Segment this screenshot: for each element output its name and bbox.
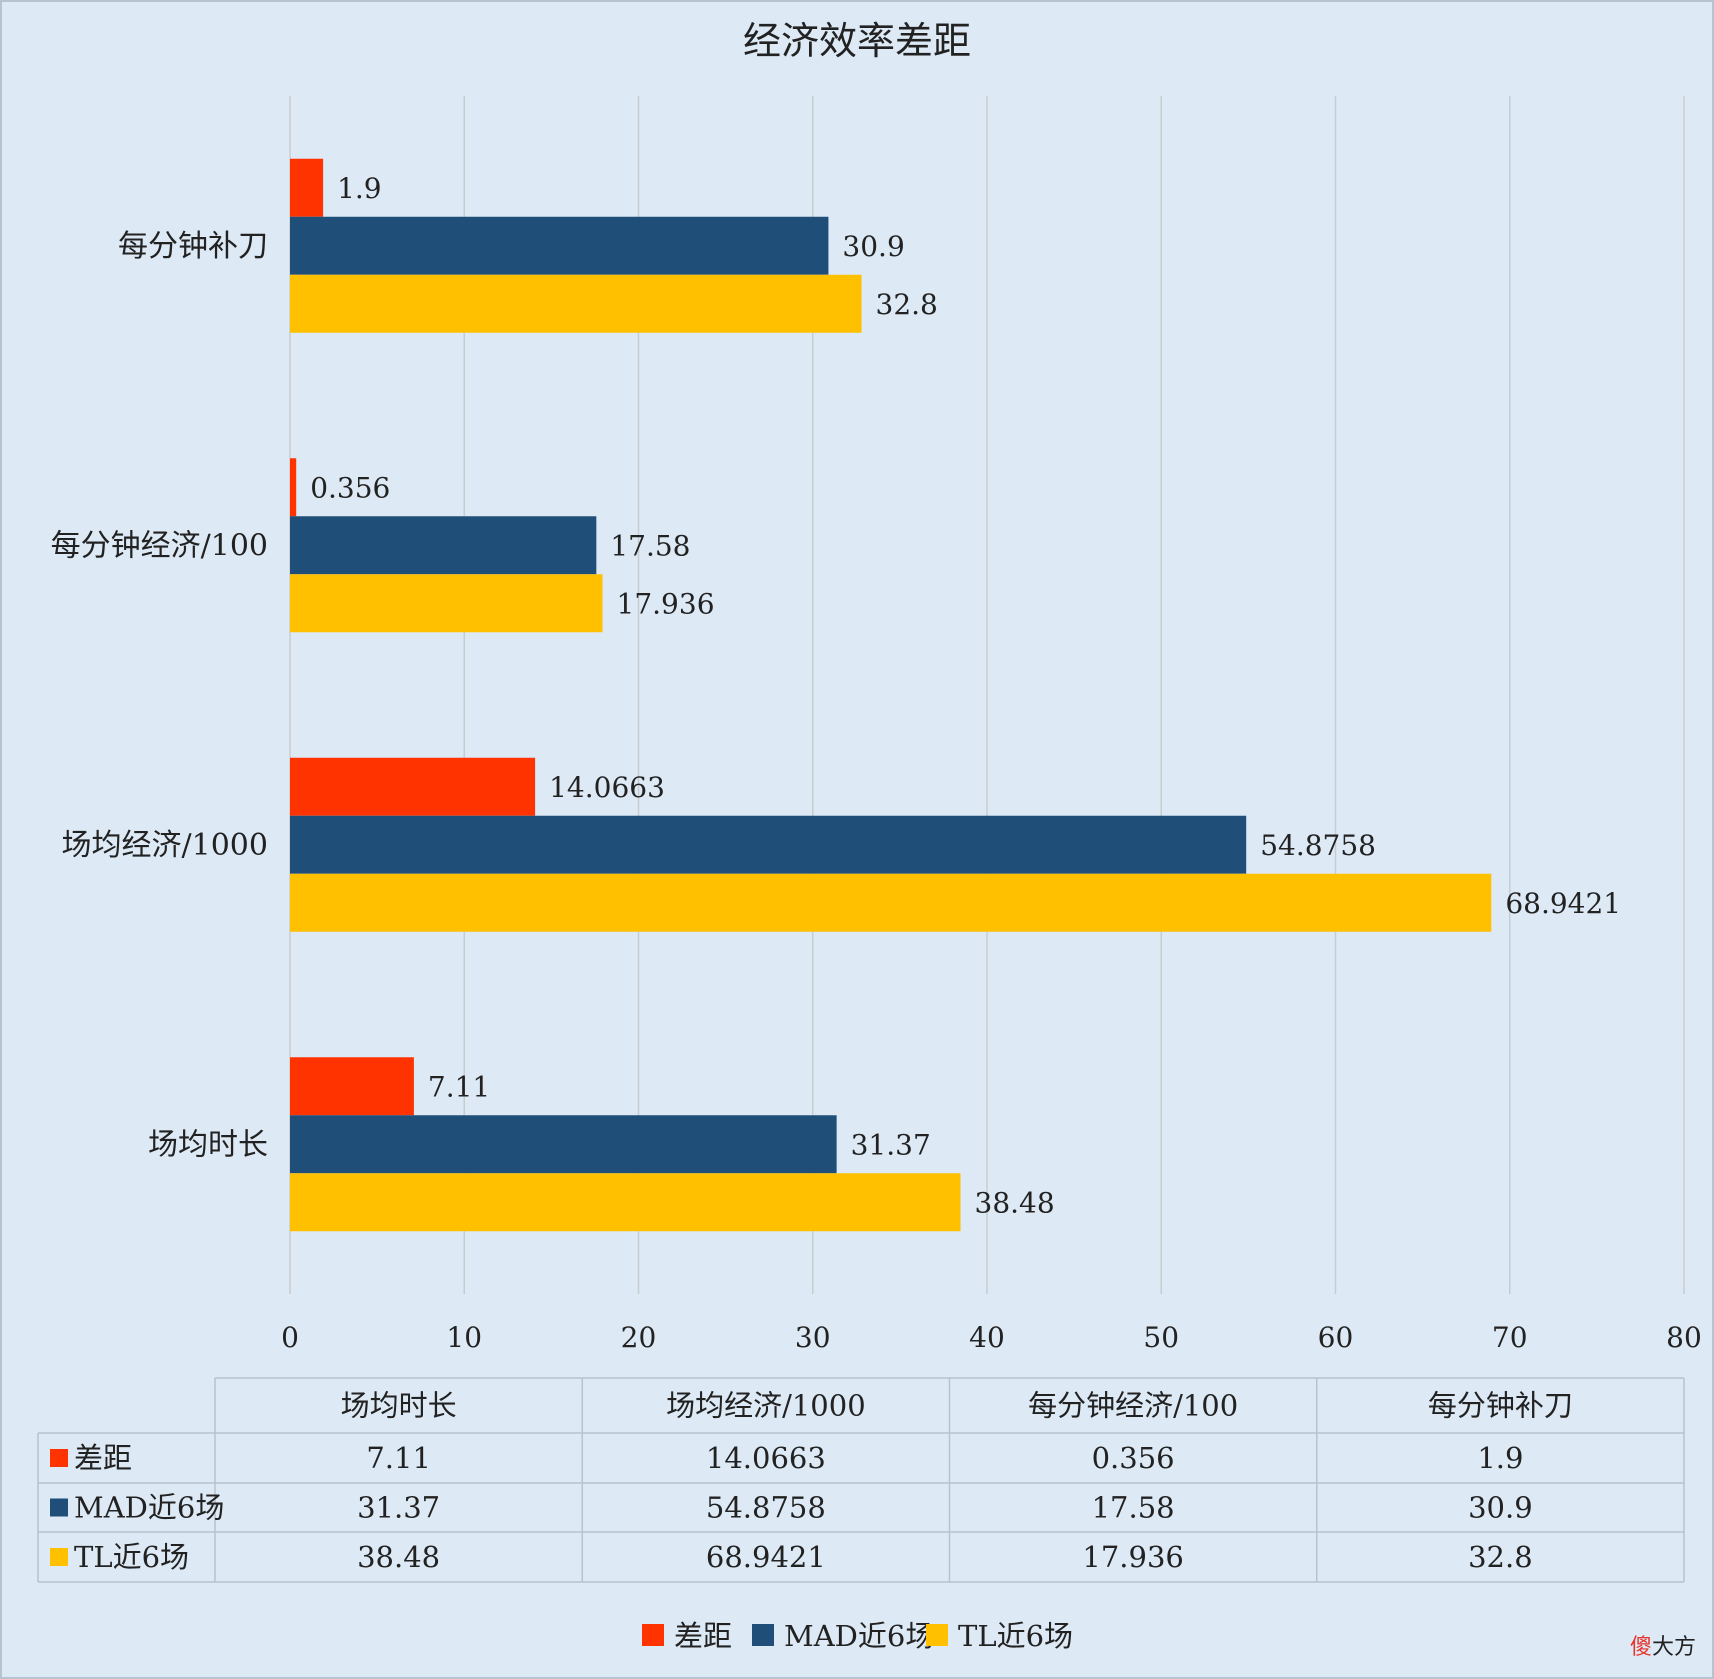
data-label: 38.48 xyxy=(975,1186,1055,1219)
bar xyxy=(290,815,1247,874)
data-label: 32.8 xyxy=(876,288,938,321)
tick-label: 80 xyxy=(1666,1321,1702,1354)
table-cell: 31.37 xyxy=(357,1491,440,1525)
data-label: 7.11 xyxy=(428,1070,490,1103)
category-label: 每分钟经济/100 xyxy=(51,528,268,563)
data-label: 68.9421 xyxy=(1505,887,1621,920)
table-legend-key xyxy=(50,1449,68,1467)
bar xyxy=(290,274,862,333)
data-label: 54.8758 xyxy=(1260,829,1376,862)
data-label: 14.0663 xyxy=(549,771,665,804)
data-label: 17.936 xyxy=(617,587,715,620)
bar xyxy=(290,216,829,275)
legend-swatch xyxy=(642,1624,664,1646)
tick-label: 10 xyxy=(446,1321,482,1354)
value-axis: 0 10 20 30 40 50 60 70 80 xyxy=(281,1321,1702,1354)
legend-swatch xyxy=(752,1624,774,1646)
tick-label: 60 xyxy=(1318,1321,1354,1354)
table-row-label: TL近6场 xyxy=(74,1540,189,1574)
table-header-cell: 每分钟补刀 xyxy=(1428,1389,1573,1423)
table-header-cell: 场均经济/1000 xyxy=(666,1389,866,1423)
tick-label: 70 xyxy=(1492,1321,1528,1354)
bar xyxy=(290,1115,837,1174)
tick-label: 40 xyxy=(969,1321,1005,1354)
data-label: 17.58 xyxy=(610,529,690,562)
category-label: 场均时长 xyxy=(148,1127,268,1162)
table-cell: 14.0663 xyxy=(706,1441,826,1475)
bar xyxy=(290,873,1492,932)
chart-title: 经济效率差距 xyxy=(743,19,971,63)
table-legend-key xyxy=(50,1498,68,1517)
bar xyxy=(290,1173,961,1232)
data-labels: 1.9 30.9 32.8 0.356 17.58 17.936 14.0663 54.875… xyxy=(310,172,1621,1220)
data-label: 31.37 xyxy=(851,1128,931,1161)
table-header-cell: 每分钟经济/100 xyxy=(1028,1389,1238,1423)
bars xyxy=(290,158,1492,1232)
legend-swatch xyxy=(926,1624,948,1646)
data-label: 30.9 xyxy=(842,230,904,263)
table-cell: 0.356 xyxy=(1092,1441,1175,1475)
table-cell: 7.11 xyxy=(366,1441,431,1475)
category-label: 每分钟补刀 xyxy=(118,229,268,264)
tick-label: 30 xyxy=(795,1321,831,1354)
table-cell: 68.9421 xyxy=(706,1540,826,1574)
bar xyxy=(290,574,603,633)
table-cell: 17.58 xyxy=(1092,1491,1175,1525)
tick-label: 20 xyxy=(621,1321,657,1354)
table-cell: 32.8 xyxy=(1468,1540,1533,1574)
tick-label: 0 xyxy=(281,1321,299,1354)
bar xyxy=(290,158,324,217)
watermark: 傻大方 xyxy=(1630,1635,1696,1660)
tick-label: 50 xyxy=(1143,1321,1179,1354)
table-cell: 1.9 xyxy=(1477,1441,1523,1475)
category-label: 场均经济/1000 xyxy=(62,828,268,863)
legend-label: MAD近6场 xyxy=(784,1619,934,1653)
table-row-label: 差距 xyxy=(74,1441,132,1475)
legend-label: 差距 xyxy=(674,1619,732,1653)
table-cell: 54.8758 xyxy=(706,1491,826,1525)
bar xyxy=(290,516,597,575)
table-row-label: MAD近6场 xyxy=(74,1491,224,1525)
data-label: 0.356 xyxy=(310,471,390,504)
bar xyxy=(290,458,297,517)
data-label: 1.9 xyxy=(337,172,382,205)
table-header-cell: 场均时长 xyxy=(341,1389,457,1423)
legend: 差距 MAD近6场 TL近6场 xyxy=(642,1619,1073,1653)
table-legend-key xyxy=(50,1548,68,1566)
legend-label: TL近6场 xyxy=(958,1619,1073,1653)
table-cell: 30.9 xyxy=(1468,1491,1533,1525)
table-cell: 17.936 xyxy=(1082,1540,1183,1574)
bar xyxy=(290,757,536,816)
table-cell: 38.48 xyxy=(357,1540,440,1574)
bar xyxy=(290,1057,414,1116)
